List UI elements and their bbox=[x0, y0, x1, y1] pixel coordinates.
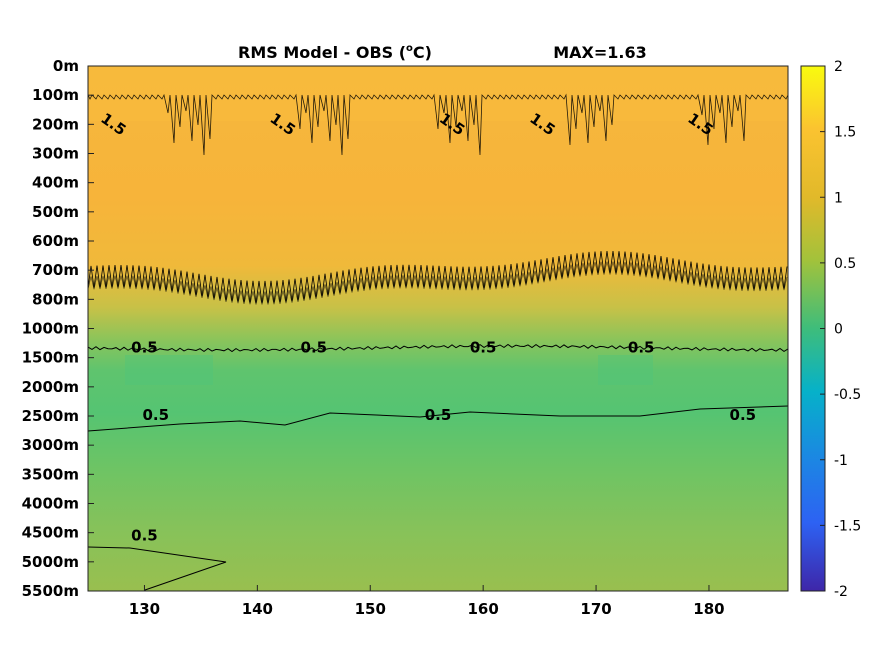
plot-area: 1.5 1.5 1.5 1.5 1.50.5 0.5 0.5 0.50.5 0.5 0.50.5 bbox=[87, 65, 789, 592]
y-tick-label: 500m bbox=[32, 203, 79, 221]
contour-label: 0.5 bbox=[628, 339, 655, 357]
y-tick-label: 300m bbox=[32, 145, 79, 163]
y-tick-label: 3000m bbox=[22, 436, 79, 454]
colorbar-tick-label: 2 bbox=[834, 59, 843, 75]
contour-label: 0.5 bbox=[142, 406, 169, 424]
colorbar: 2 1.5 1 0.5 0 -0.5 -1 -1.5 -2 bbox=[800, 59, 861, 600]
y-tick-label: 200m bbox=[32, 115, 79, 133]
x-tick-label: 160 bbox=[468, 600, 499, 618]
y-tick-label: 700m bbox=[32, 261, 79, 279]
x-tick-label: 170 bbox=[580, 600, 611, 618]
contour-label: 0.5 bbox=[730, 406, 757, 424]
colorbar-tick-label: 0.5 bbox=[834, 256, 856, 272]
y-tick-label: 1000m bbox=[22, 320, 79, 338]
contour-label: 0.5 bbox=[131, 339, 158, 357]
y-tick-label: 3500m bbox=[22, 465, 79, 483]
y-tick-label: 4500m bbox=[22, 524, 79, 542]
patch-right bbox=[598, 355, 653, 385]
max-label: MAX=1.63 bbox=[553, 43, 647, 62]
y-tick-label: 600m bbox=[32, 232, 79, 250]
colorbar-tick-label: -2 bbox=[834, 584, 848, 600]
y-tick-label: 4000m bbox=[22, 495, 79, 513]
y-tick-label: 5500m bbox=[22, 582, 79, 600]
y-tick-label: 100m bbox=[32, 86, 79, 104]
x-tick-label: 180 bbox=[693, 600, 724, 618]
y-tick-label: 400m bbox=[32, 174, 79, 192]
colorbar-tick-label: -1.5 bbox=[834, 518, 861, 534]
y-tick-label: 2500m bbox=[22, 407, 79, 425]
contour-1-5 bbox=[87, 93, 789, 156]
x-tick-label: 150 bbox=[355, 600, 386, 618]
contour-0-5-lower bbox=[87, 546, 227, 591]
contour-label: 0.5 bbox=[131, 527, 158, 545]
chart-title: RMS Model - OBS (oC) bbox=[238, 43, 432, 62]
y-axis: 0m 100m 200m 300m 400m 500m 600m 700m 800m 1000m 1… bbox=[22, 57, 94, 600]
contour-label: 0.5 bbox=[470, 339, 497, 357]
x-axis: 130 140 150 160 170 180 bbox=[129, 585, 725, 618]
colorbar-tick-label: 0 bbox=[834, 322, 843, 338]
x-tick-label: 140 bbox=[242, 600, 273, 618]
y-tick-label: 800m bbox=[32, 290, 79, 308]
y-tick-label: 2000m bbox=[22, 378, 79, 396]
x-tick-label: 130 bbox=[129, 600, 160, 618]
y-tick-label: 0m bbox=[53, 57, 79, 75]
patch-left bbox=[125, 355, 213, 385]
upper-band bbox=[88, 66, 788, 121]
heatmap-field bbox=[88, 66, 788, 591]
colorbar-tick-label: -1 bbox=[834, 453, 848, 469]
y-tick-label: 1500m bbox=[22, 349, 79, 367]
colorbar-tick-label: 1.5 bbox=[834, 125, 856, 141]
y-tick-label: 5000m bbox=[22, 553, 79, 571]
contour-0-5-middle bbox=[87, 405, 789, 432]
contour-label: 0.5 bbox=[301, 339, 328, 357]
colorbar-tick-label: 1 bbox=[834, 190, 843, 206]
contour-0-5-upper bbox=[87, 343, 789, 353]
contour-1-0-b bbox=[87, 261, 788, 305]
contour-1-0-a bbox=[87, 250, 788, 304]
contour-label: 0.5 bbox=[425, 406, 452, 424]
colorbar-tick-label: -0.5 bbox=[834, 387, 861, 403]
